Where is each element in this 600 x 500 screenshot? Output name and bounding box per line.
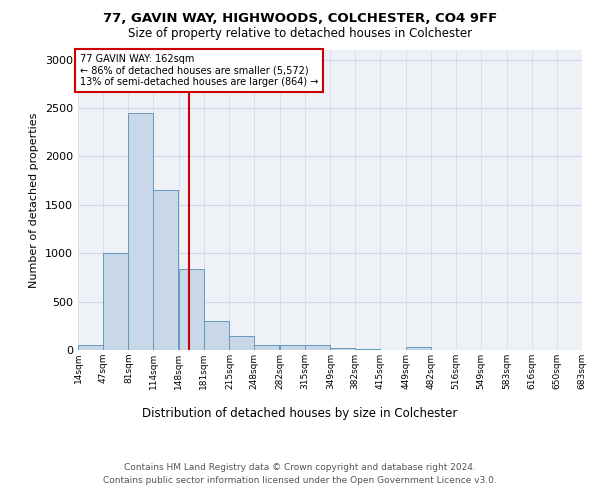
Bar — [204, 321, 229, 350]
Text: 77 GAVIN WAY: 162sqm
← 86% of detached houses are smaller (5,572)
13% of semi-de: 77 GAVIN WAY: 162sqm ← 86% of detached h… — [80, 54, 318, 87]
Bar — [305, 344, 329, 350]
Text: 77, GAVIN WAY, HIGHWOODS, COLCHESTER, CO4 9FF: 77, GAVIN WAY, HIGHWOODS, COLCHESTER, CO… — [103, 12, 497, 26]
Text: Size of property relative to detached houses in Colchester: Size of property relative to detached ho… — [128, 28, 472, 40]
Bar — [355, 349, 380, 350]
Text: Contains public sector information licensed under the Open Government Licence v3: Contains public sector information licen… — [103, 476, 497, 485]
Bar — [78, 344, 103, 350]
Bar — [128, 113, 154, 350]
Bar — [406, 347, 431, 350]
Bar — [280, 345, 305, 350]
Y-axis label: Number of detached properties: Number of detached properties — [29, 112, 40, 288]
Bar — [229, 336, 254, 350]
Bar — [179, 268, 204, 350]
Text: Distribution of detached houses by size in Colchester: Distribution of detached houses by size … — [142, 408, 458, 420]
Text: Contains HM Land Registry data © Crown copyright and database right 2024.: Contains HM Land Registry data © Crown c… — [124, 462, 476, 471]
Bar — [103, 253, 128, 350]
Bar — [254, 344, 279, 350]
Bar — [154, 190, 178, 350]
Bar — [331, 348, 355, 350]
